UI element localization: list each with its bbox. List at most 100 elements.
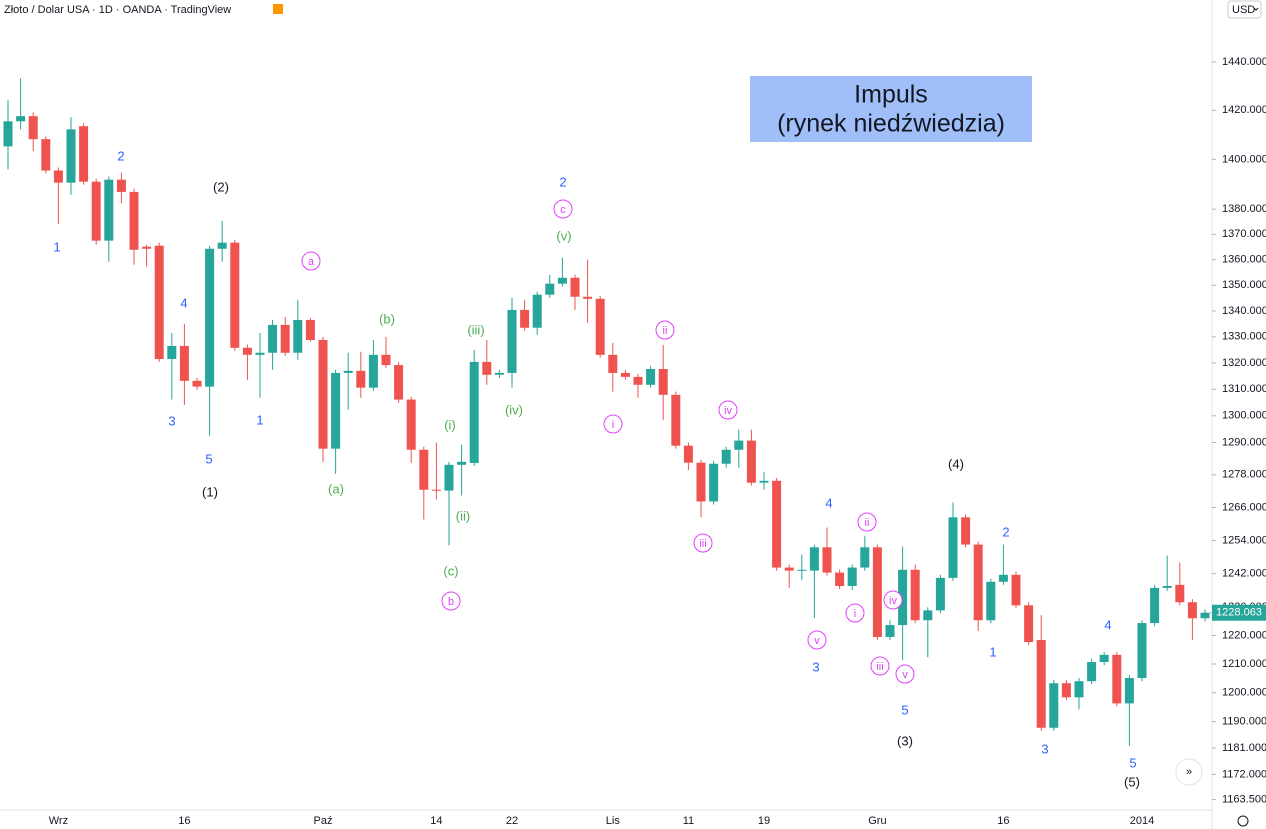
y-tick-label: 1290.000	[1222, 436, 1266, 448]
candle-body	[784, 567, 794, 571]
currency-button-label[interactable]: USD	[1232, 4, 1255, 16]
candle-body	[1187, 602, 1197, 619]
candle-body	[230, 242, 240, 348]
wave-label: 4	[180, 295, 187, 310]
candle-body	[116, 179, 126, 192]
candle-body	[948, 517, 958, 578]
candle-body	[545, 283, 555, 295]
candle-body	[331, 372, 341, 449]
y-tick-label: 1163.500	[1222, 793, 1266, 805]
wave-label: 4	[825, 495, 832, 510]
currency-button[interactable]	[1227, 0, 1262, 19]
y-tick-label: 1266.000	[1222, 501, 1266, 513]
wave-label: 2	[1002, 524, 1009, 539]
candle-body	[179, 345, 189, 381]
wave-label: 1	[256, 412, 263, 427]
candle-body	[986, 581, 996, 621]
last-price-marker	[1212, 604, 1266, 621]
candle-body	[242, 347, 252, 355]
wave-label: (a)	[328, 481, 344, 496]
candle-body	[570, 277, 580, 297]
title-flag-icon	[273, 4, 283, 14]
candle-body	[683, 445, 693, 463]
candle-body	[1124, 678, 1134, 704]
candles	[3, 78, 1210, 746]
candle-body	[998, 574, 1008, 582]
candle-body	[16, 116, 26, 122]
candle-body	[696, 462, 706, 502]
candle-body	[91, 181, 101, 241]
y-tick-label: 1360.000	[1222, 254, 1266, 266]
candle-body	[633, 376, 643, 385]
candle-body	[280, 324, 290, 353]
wave-label-circle	[845, 603, 865, 623]
candle-body	[923, 610, 933, 621]
wave-label-circle	[301, 251, 321, 271]
settings-icon[interactable]	[1237, 815, 1249, 827]
y-tick-label: 1310.000	[1222, 383, 1266, 395]
wave-label: 3	[1041, 741, 1048, 756]
candle-body	[646, 368, 656, 385]
candle-body	[620, 372, 630, 377]
candle-body	[53, 170, 63, 183]
candle-body	[872, 547, 882, 637]
x-tick-label: Lis	[606, 815, 621, 827]
wave-label: (b)	[379, 311, 395, 326]
candle-body	[1137, 623, 1147, 679]
candle-body	[41, 139, 51, 171]
candle-body	[746, 440, 756, 483]
candle-body	[520, 309, 530, 328]
wave-label-circle	[857, 512, 877, 532]
candle-body	[658, 368, 668, 395]
candle-body	[734, 440, 744, 450]
y-tick-label: 1440.000	[1222, 56, 1266, 68]
y-tick-label: 1330.000	[1222, 331, 1266, 343]
candle-body	[671, 394, 681, 446]
candle-body	[557, 277, 567, 284]
wave-label-circle	[895, 664, 915, 684]
wave-label: 2	[559, 174, 566, 189]
wave-label: iv	[889, 595, 897, 607]
x-tick-label: Paź	[314, 815, 333, 827]
wave-label-circle	[883, 590, 903, 610]
y-tick-label: 1172.000	[1222, 768, 1266, 780]
candle-body	[835, 572, 845, 586]
y-tick-label: 1190.000	[1222, 716, 1266, 728]
wave-label: 4	[1104, 617, 1111, 632]
candle-body	[293, 319, 303, 353]
candle-body	[1074, 681, 1084, 698]
candle-body	[217, 242, 227, 249]
wave-label: (5)	[1124, 774, 1140, 789]
candle-body	[66, 129, 76, 183]
candle-body	[709, 463, 719, 502]
wave-label: iv	[724, 405, 732, 417]
x-tick-label: 2014	[1130, 815, 1154, 827]
wave-label: 5	[901, 702, 908, 717]
wave-label: (4)	[948, 456, 964, 471]
candle-body	[1150, 587, 1160, 624]
wave-label: (v)	[556, 228, 571, 243]
y-tick-label: 1278.000	[1222, 469, 1266, 481]
candle-body	[507, 309, 517, 373]
y-tick-label: 1320.000	[1222, 357, 1266, 369]
candle-body	[860, 547, 870, 568]
candle-body	[469, 361, 479, 463]
wave-label-circle	[718, 400, 738, 420]
y-tick-label: 1370.000	[1222, 228, 1266, 240]
wave-label: (c)	[443, 563, 458, 578]
candle-body	[961, 517, 971, 545]
scroll-icon[interactable]: »	[1186, 766, 1192, 778]
wave-label: (i)	[444, 417, 456, 432]
y-tick-label: 1210.000	[1222, 658, 1266, 670]
wave-label: ii	[663, 325, 668, 337]
candle-body	[343, 370, 353, 373]
scroll-button[interactable]	[1175, 758, 1203, 786]
candle-body	[1099, 654, 1109, 662]
candle-body	[192, 380, 202, 387]
candle-body	[305, 319, 315, 340]
candle-body	[129, 191, 139, 250]
wave-label: ii	[865, 517, 870, 529]
candle-body	[809, 547, 819, 571]
